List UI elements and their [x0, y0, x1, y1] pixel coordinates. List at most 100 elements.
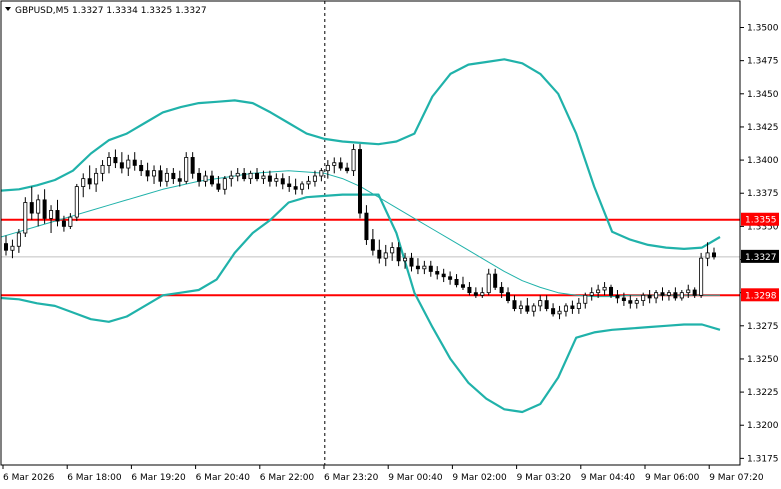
candle-body	[55, 210, 60, 222]
candle-body	[615, 294, 620, 299]
candle-body	[351, 149, 356, 172]
candle-body	[525, 305, 530, 312]
x-tick-label: 9 Mar 04:40	[581, 473, 636, 483]
chart-header[interactable]: GBPUSD,M5 1.3327 1.3334 1.3325 1.3327	[5, 6, 207, 16]
level-tag	[741, 288, 779, 302]
candle-body	[158, 170, 163, 182]
candle	[538, 295, 543, 312]
candle-body	[647, 294, 652, 299]
y-tick-label: 1.3225	[747, 388, 779, 398]
candle-body	[628, 300, 633, 304]
candle	[312, 170, 317, 187]
candle	[570, 300, 575, 314]
candle-body	[152, 170, 157, 177]
y-tick-label: 1.3475	[747, 57, 779, 67]
candle-body	[602, 286, 607, 291]
current-price-label: 1.3327	[745, 253, 777, 263]
candle	[29, 186, 34, 220]
candle-body	[94, 172, 99, 185]
candle	[203, 170, 208, 187]
candle	[23, 197, 28, 237]
candle	[589, 287, 594, 301]
x-tick-label: 9 Mar 03:20	[517, 473, 572, 483]
candle-body	[280, 178, 285, 185]
candle	[673, 287, 678, 301]
candle-body	[370, 239, 375, 251]
candle-body	[570, 305, 575, 309]
candle	[403, 252, 408, 269]
candle	[551, 303, 556, 317]
x-tick-label: 6 Mar 2026	[3, 473, 55, 483]
candle	[87, 165, 92, 190]
y-tick-label: 1.3200	[747, 421, 779, 431]
candle	[686, 284, 691, 298]
level-tag-label: 1.3298	[745, 291, 777, 301]
candle-body	[184, 157, 189, 182]
candle-body	[428, 265, 433, 272]
candle-body	[177, 178, 182, 182]
current-price-tag	[741, 249, 779, 263]
candle-body	[377, 249, 382, 259]
x-tick-label: 6 Mar 20:40	[196, 473, 251, 483]
candle-body	[209, 175, 214, 185]
candle	[94, 168, 99, 192]
candle-body	[306, 180, 311, 185]
candle-body	[596, 289, 601, 294]
candle	[106, 152, 111, 174]
candle	[274, 173, 279, 187]
candle	[248, 170, 253, 184]
candle-body	[699, 257, 704, 296]
candle	[177, 170, 182, 187]
candle-body	[480, 292, 485, 296]
price-tags: 1.3355 1.3298 1.3327	[741, 212, 779, 302]
triangle-down-icon[interactable]	[5, 7, 11, 11]
candle	[512, 295, 517, 312]
candle	[209, 170, 214, 187]
candle-body	[654, 292, 659, 299]
candle-body	[29, 202, 34, 214]
candle	[158, 165, 163, 187]
candle-body	[61, 220, 66, 227]
y-tick-label: 1.3425	[747, 123, 779, 133]
candle-body	[171, 172, 176, 180]
candle-body	[4, 243, 9, 251]
candle-body	[422, 265, 427, 270]
candle	[164, 168, 169, 187]
candle-body	[634, 300, 639, 304]
candle	[480, 287, 485, 298]
symbol-info: GBPUSD,M5 1.3327 1.3334 1.3325 1.3327	[15, 6, 207, 16]
candle	[126, 154, 131, 176]
candle-body	[274, 178, 279, 182]
candle-body	[460, 284, 465, 288]
candle	[184, 152, 189, 184]
candle-body	[287, 183, 292, 188]
candle-body	[621, 297, 626, 302]
candle-body	[557, 310, 562, 315]
candle	[242, 168, 247, 182]
candle-body	[49, 210, 54, 219]
candle-body	[319, 170, 324, 177]
candle-body	[435, 271, 440, 275]
candle	[473, 287, 478, 298]
candle-body	[10, 245, 15, 251]
candle-body	[712, 252, 717, 258]
candle-body	[68, 216, 73, 227]
x-tick-label: 6 Mar 23:20	[324, 473, 379, 483]
candle	[100, 160, 105, 182]
x-tick-label: 9 Mar 06:00	[645, 473, 700, 483]
candle	[139, 160, 144, 176]
candle-body	[538, 300, 543, 307]
candle-body	[705, 252, 710, 259]
candle-body	[16, 232, 21, 247]
candle	[712, 247, 717, 260]
candle	[255, 168, 260, 182]
candle	[422, 260, 427, 275]
candle-body	[100, 164, 105, 174]
candle	[679, 290, 684, 301]
candle-body	[190, 157, 195, 174]
candle	[16, 229, 21, 253]
candle-body	[357, 149, 362, 214]
candle-body	[692, 289, 697, 296]
